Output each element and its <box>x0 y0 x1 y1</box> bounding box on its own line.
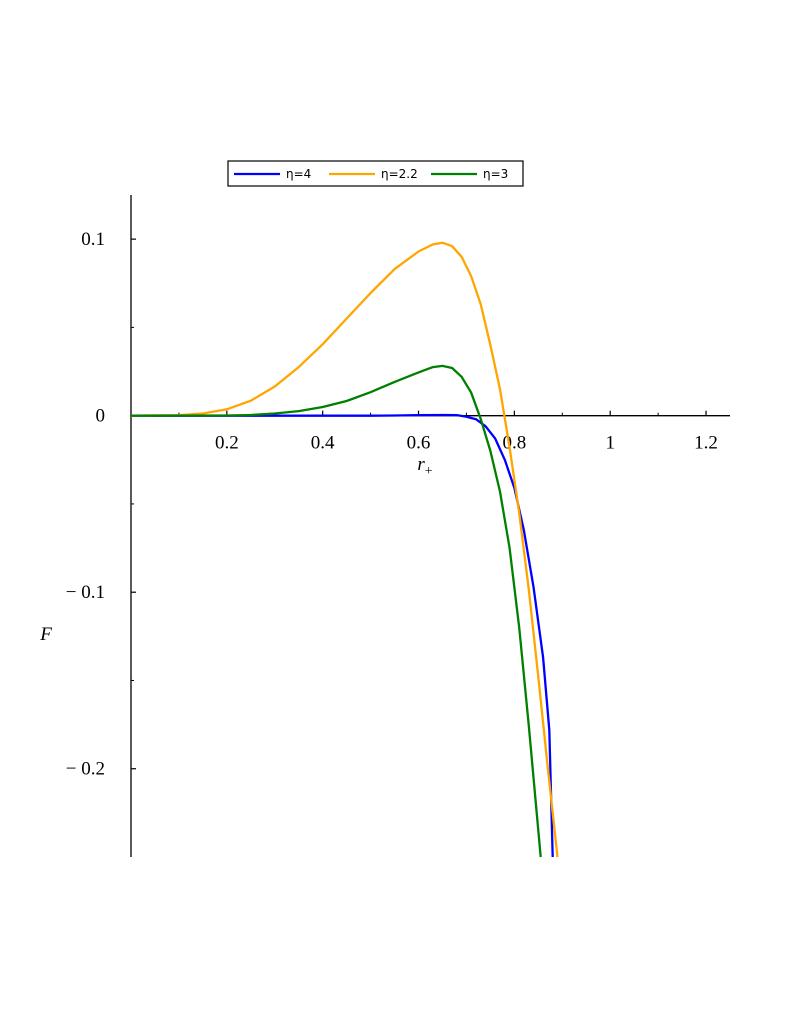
x-tick-label: 1.2 <box>694 433 718 454</box>
y-tick-label: − 0.2 <box>66 759 105 780</box>
series-line-3 <box>130 364 542 858</box>
x-tick-label: 0.4 <box>311 433 335 454</box>
series-layer <box>130 241 559 858</box>
legend-label-2: η=2.2 <box>381 167 418 181</box>
legend: η=4 η=2.2 η=3 <box>227 160 524 187</box>
legend-label-1: η=4 <box>286 167 311 181</box>
series-line-2 <box>130 241 559 858</box>
y-axis-label: F <box>39 624 52 645</box>
x-tick-label: 0.6 <box>407 433 431 454</box>
x-tick-label: 1 <box>605 433 615 454</box>
x-axis-label: r+ <box>417 454 432 479</box>
y-tick-label: 0 <box>96 406 106 427</box>
y-tick-label: − 0.1 <box>66 582 105 603</box>
series-line-1 <box>131 413 554 858</box>
axes <box>130 195 730 857</box>
legend-label-3: η=3 <box>483 167 508 181</box>
x-tick-label: 0.2 <box>215 433 239 454</box>
y-tick-label: 0.1 <box>81 229 105 250</box>
ticks: 0.2 0.4 0.6 0.8 1 1.2 0.1 0 − 0.1 − 0.2 <box>66 229 718 780</box>
x-tick-label: 0.8 <box>502 433 526 454</box>
